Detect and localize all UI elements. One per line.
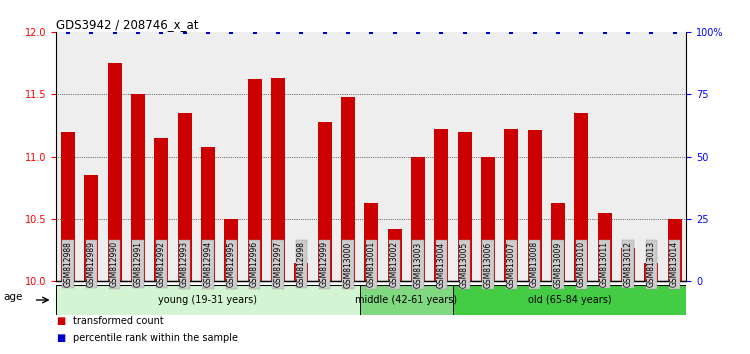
Point [506,29,518,35]
Bar [621,248,635,281]
Point [132,29,144,35]
Text: GDS3942 / 208746_x_at: GDS3942 / 208746_x_at [56,18,199,31]
Text: GSM813011: GSM813011 [600,241,609,287]
Text: GSM813000: GSM813000 [344,241,352,287]
Point [552,29,564,35]
Bar [458,132,472,281]
Point [342,29,354,35]
Bar [668,219,682,281]
Bar [527,130,542,281]
Point [225,29,237,35]
Bar [61,132,75,281]
Bar [201,147,215,281]
Bar [107,63,122,281]
Text: GSM812991: GSM812991 [134,241,142,287]
Point [622,29,634,35]
Point [86,29,98,35]
Text: GSM813003: GSM813003 [413,241,422,287]
Bar [644,263,658,281]
Point [575,29,587,35]
Text: GSM813006: GSM813006 [484,241,493,287]
Bar [574,113,588,281]
Bar [341,97,355,281]
Text: GSM813012: GSM813012 [623,241,632,287]
Bar [504,129,518,281]
Text: age: age [4,292,23,302]
Point [272,29,284,35]
Bar [248,79,262,281]
Bar [294,263,308,281]
Text: GSM812999: GSM812999 [320,241,329,287]
Text: GSM812990: GSM812990 [110,241,119,287]
Bar [411,157,425,281]
Text: GSM812992: GSM812992 [157,241,166,287]
Text: young (19-31 years): young (19-31 years) [158,295,257,305]
Text: GSM813013: GSM813013 [646,241,656,287]
Text: old (65-84 years): old (65-84 years) [528,295,611,305]
Text: GSM813001: GSM813001 [367,241,376,287]
Point [388,29,400,35]
Bar [317,122,332,281]
Text: GSM813014: GSM813014 [670,241,679,287]
Point [482,29,494,35]
Text: GSM813007: GSM813007 [507,241,516,287]
Bar [434,129,448,281]
Bar [84,175,98,281]
Bar [359,285,453,315]
Text: GSM812993: GSM812993 [180,241,189,287]
Point [248,29,260,35]
Bar [56,285,359,315]
Text: GSM813010: GSM813010 [577,241,586,287]
Text: transformed count: transformed count [73,316,164,326]
Text: GSM813002: GSM813002 [390,241,399,287]
Point [598,29,610,35]
Point [202,29,214,35]
Bar [224,219,238,281]
Point [458,29,470,35]
Text: GSM812994: GSM812994 [203,241,212,287]
Bar [453,285,686,315]
Bar [178,113,191,281]
Point [178,29,190,35]
Point [529,29,541,35]
Text: GSM813008: GSM813008 [530,241,539,287]
Point [109,29,121,35]
Text: GSM812988: GSM812988 [64,241,73,287]
Text: GSM812998: GSM812998 [297,241,306,287]
Text: percentile rank within the sample: percentile rank within the sample [73,333,238,343]
Point [365,29,377,35]
Point [155,29,167,35]
Point [412,29,424,35]
Bar [154,138,168,281]
Bar [131,94,145,281]
Bar [481,157,495,281]
Point [319,29,331,35]
Text: middle (42-61 years): middle (42-61 years) [356,295,458,305]
Bar [388,229,401,281]
Point [435,29,447,35]
Text: GSM813009: GSM813009 [554,241,562,287]
Text: GSM812995: GSM812995 [226,241,236,287]
Bar [598,213,611,281]
Point [668,29,680,35]
Bar [551,203,565,281]
Point [645,29,657,35]
Text: GSM813004: GSM813004 [436,241,445,287]
Text: GSM812997: GSM812997 [274,241,283,287]
Bar [364,203,378,281]
Text: ■: ■ [56,333,65,343]
Text: ■: ■ [56,316,65,326]
Point [62,29,74,35]
Text: GSM812996: GSM812996 [250,241,259,287]
Bar [271,78,285,281]
Text: GSM812989: GSM812989 [87,241,96,287]
Point [296,29,307,35]
Text: GSM813005: GSM813005 [460,241,469,287]
